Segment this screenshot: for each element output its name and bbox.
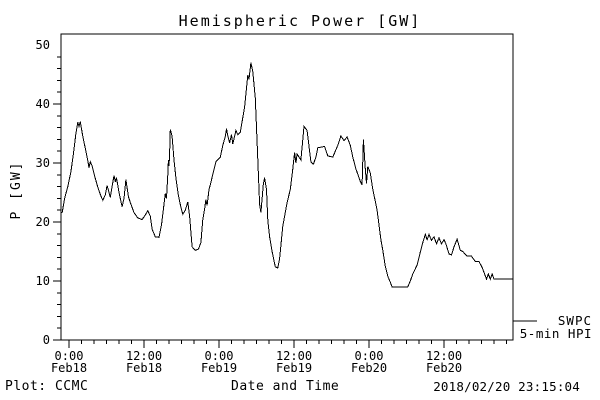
svg-text:Feb18: Feb18 bbox=[126, 361, 162, 375]
legend-series-label: SWPC bbox=[557, 313, 592, 328]
svg-text:50: 50 bbox=[36, 38, 50, 52]
svg-text:Feb20: Feb20 bbox=[351, 361, 387, 375]
svg-text:30: 30 bbox=[36, 156, 50, 170]
svg-text:0:00: 0:00 bbox=[55, 349, 84, 363]
svg-text:12:00: 12:00 bbox=[276, 349, 312, 363]
legend-series-sublabel: 5-min HPI bbox=[519, 326, 592, 341]
svg-text:12:00: 12:00 bbox=[126, 349, 162, 363]
footer-timestamp: 2018/02/20 23:15:04 bbox=[433, 379, 580, 394]
svg-text:0:00: 0:00 bbox=[355, 349, 384, 363]
x-axis-title: Date and Time bbox=[231, 379, 340, 394]
svg-text:Feb19: Feb19 bbox=[201, 361, 237, 375]
svg-text:0: 0 bbox=[43, 333, 50, 347]
svg-text:Feb19: Feb19 bbox=[276, 361, 312, 375]
svg-text:12:00: 12:00 bbox=[426, 349, 462, 363]
svg-text:20: 20 bbox=[36, 215, 50, 229]
svg-text:Feb20: Feb20 bbox=[426, 361, 462, 375]
svg-text:0:00: 0:00 bbox=[205, 349, 234, 363]
svg-text:Feb18: Feb18 bbox=[51, 361, 87, 375]
svg-text:10: 10 bbox=[36, 274, 50, 288]
footer-plot-source: Plot: CCMC bbox=[5, 379, 89, 394]
chart-title: Hemispheric Power [GW] bbox=[178, 12, 422, 30]
svg-text:40: 40 bbox=[36, 97, 50, 111]
